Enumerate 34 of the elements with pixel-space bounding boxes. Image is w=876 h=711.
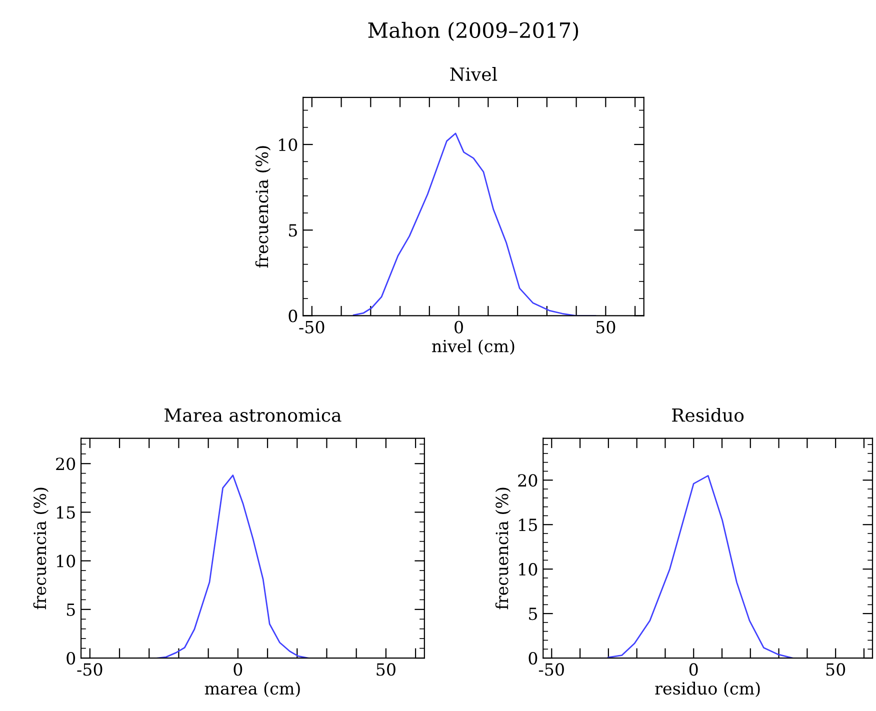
- y-axis-title: frecuencia (%): [255, 146, 271, 268]
- y-tick-label: 10: [519, 563, 538, 576]
- line-series: [157, 474, 309, 658]
- x-axis-title: marea (cm): [204, 682, 300, 698]
- line-series: [607, 474, 794, 658]
- x-tick-label: 50: [596, 320, 616, 334]
- x-tick-label: 0: [454, 320, 463, 334]
- y-tick-label: 10: [56, 554, 76, 568]
- chart-title: Residuo: [672, 408, 744, 422]
- y-tick-label: 20: [518, 474, 538, 487]
- x-axis-title: residuo (cm): [655, 682, 760, 698]
- y-axis-title: frecuencia (%): [495, 488, 511, 610]
- chart-subtitle: Nivel: [450, 67, 498, 81]
- y-tick-label: 5: [529, 608, 537, 620]
- chart-title: Marea astronomica: [164, 408, 342, 422]
- x-tick-label: 0: [234, 663, 242, 676]
- chart-title: Mahon (2009–2017): [368, 22, 578, 41]
- y-tick-label: 0: [288, 310, 298, 322]
- y-tick-label: 0: [528, 652, 538, 665]
- x-tick-label: 0: [689, 663, 698, 676]
- x-axis-title: nivel (cm): [432, 339, 514, 355]
- y-axis-title: frecuencia (%): [33, 488, 49, 610]
- x-tick-label: 50: [376, 663, 396, 676]
- y-tick-label: 20: [56, 458, 76, 470]
- y-tick-label: 5: [289, 224, 297, 237]
- y-tick-label: 15: [56, 506, 75, 519]
- x-tick-label: -50: [77, 663, 102, 676]
- y-tick-label: 5: [66, 604, 75, 616]
- y-tick-label: 10: [279, 138, 298, 152]
- y-tick-label: 0: [66, 652, 76, 665]
- x-tick-label: -50: [299, 320, 324, 334]
- x-tick-label: 50: [826, 663, 846, 676]
- y-tick-label: 15: [519, 518, 537, 532]
- x-tick-label: -50: [538, 663, 564, 676]
